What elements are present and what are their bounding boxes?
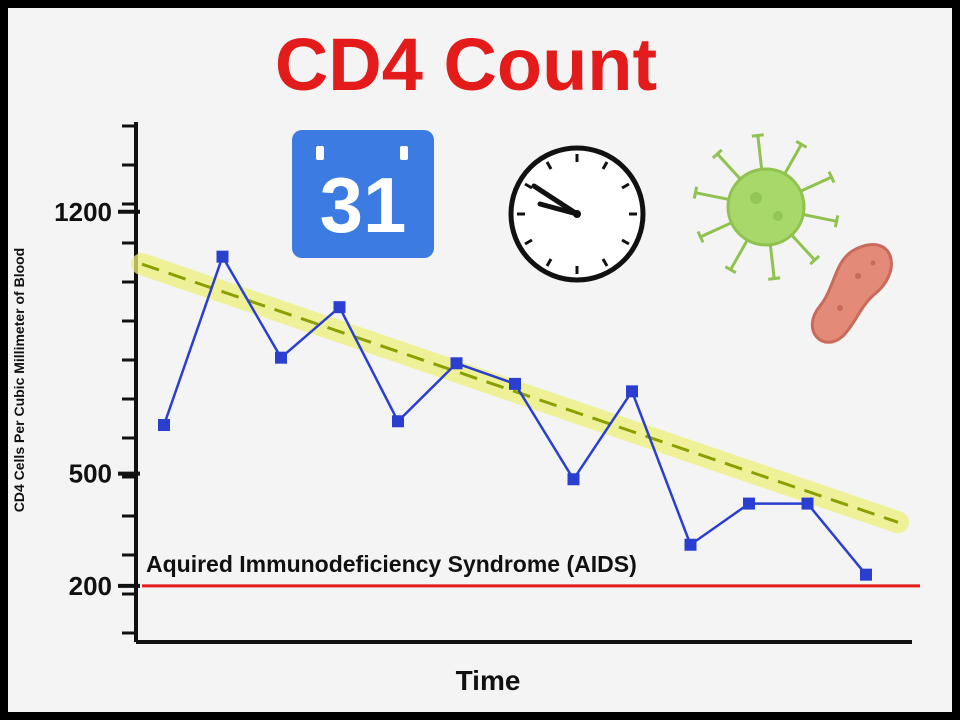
- y-tick-label: 200: [69, 571, 112, 601]
- data-point: [743, 497, 755, 510]
- virus-icon: [692, 133, 840, 281]
- data-point: [801, 497, 814, 510]
- data-point: [333, 301, 346, 314]
- data-point: [158, 419, 170, 432]
- chart-title: CD4 Count: [275, 23, 657, 106]
- data-point: [626, 385, 638, 398]
- chart-panel: CD4 Count 31: [8, 8, 952, 712]
- calendar-day: 31: [320, 161, 407, 249]
- data-point: [509, 377, 521, 390]
- cd4-count-chart: CD4 Count 31: [11, 23, 920, 696]
- data-point: [684, 538, 697, 551]
- calendar-icon: 31: [292, 130, 434, 258]
- data-point: [216, 250, 229, 263]
- clock-ticks: [517, 154, 637, 274]
- data-point: [392, 415, 404, 428]
- bacterium-icon: [810, 243, 893, 344]
- y-axis-label: CD4 Cells Per Cubic Millimeter of Blood: [11, 248, 27, 513]
- aids-threshold-label: Aquired Immunodeficiency Syndrome (AIDS): [146, 551, 637, 577]
- data-point: [450, 357, 463, 370]
- y-axis-ticks: 1200 500 200: [54, 197, 140, 601]
- y-tick-label: 500: [69, 459, 112, 489]
- clock-icon: [508, 145, 646, 283]
- series-points: [158, 250, 872, 581]
- data-point: [567, 473, 580, 486]
- data-point: [275, 351, 287, 364]
- y-axis-minor-ticks: [122, 124, 136, 635]
- x-axis-label: Time: [456, 665, 521, 696]
- data-point: [860, 568, 872, 581]
- y-tick-label: 1200: [54, 197, 112, 227]
